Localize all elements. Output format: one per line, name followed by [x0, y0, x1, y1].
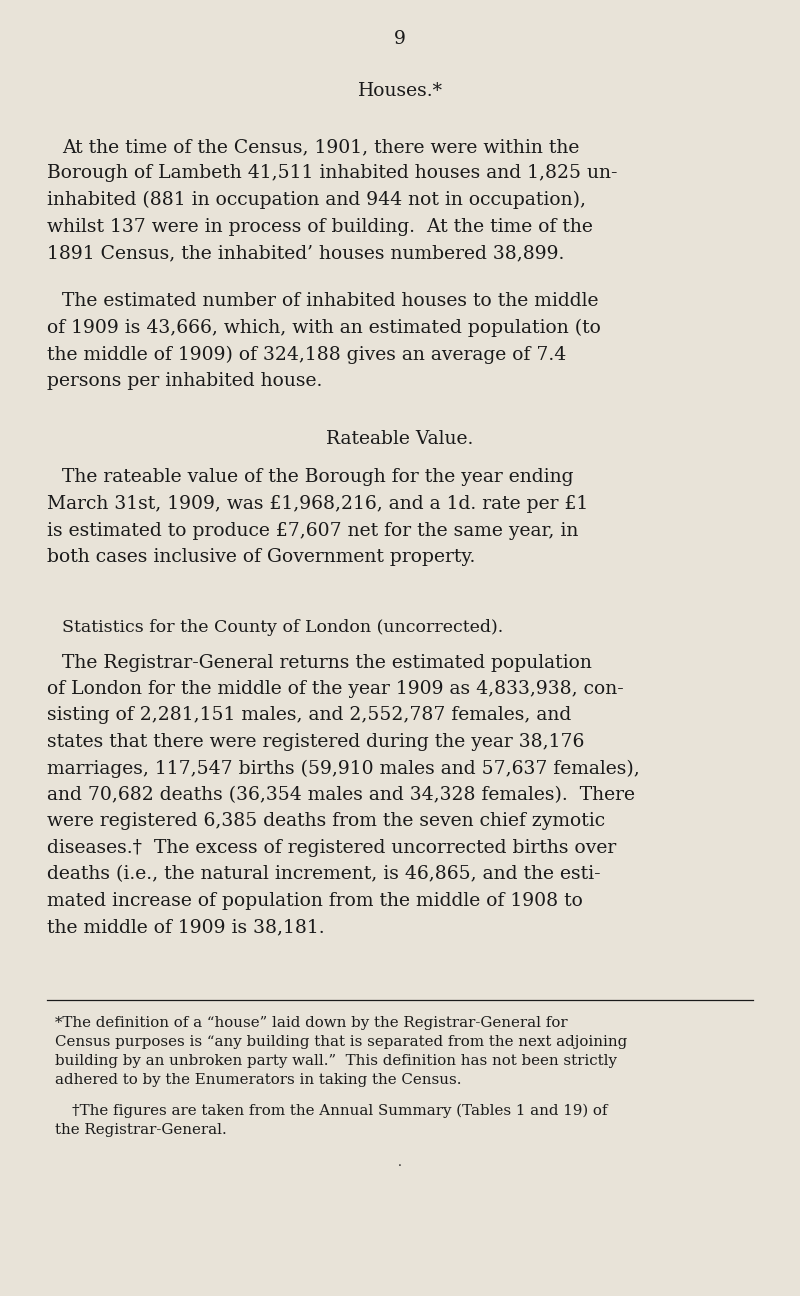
Text: persons per inhabited house.: persons per inhabited house.: [47, 372, 322, 390]
Text: 1891 Census, the inhabited’ houses numbered 38,899.: 1891 Census, the inhabited’ houses numbe…: [47, 244, 564, 262]
Text: diseases.†  The excess of registered uncorrected births over: diseases.† The excess of registered unco…: [47, 839, 616, 857]
Text: mated increase of population from the middle of 1908 to: mated increase of population from the mi…: [47, 892, 583, 910]
Text: Houses.*: Houses.*: [358, 82, 442, 100]
Text: adhered to by the Enumerators in taking the Census.: adhered to by the Enumerators in taking …: [55, 1073, 462, 1087]
Text: At the time of the Census, 1901, there were within the: At the time of the Census, 1901, there w…: [62, 137, 579, 156]
Text: sisting of 2,281,151 males, and 2,552,787 females, and: sisting of 2,281,151 males, and 2,552,78…: [47, 706, 571, 724]
Text: whilst 137 were in process of building.  At the time of the: whilst 137 were in process of building. …: [47, 218, 593, 236]
Text: were registered 6,385 deaths from the seven chief zymotic: were registered 6,385 deaths from the se…: [47, 813, 605, 831]
Text: †The figures are taken from the Annual Summary (Tables 1 and 19) of: †The figures are taken from the Annual S…: [72, 1104, 607, 1118]
Text: The Registrar-General returns the estimated population: The Registrar-General returns the estima…: [62, 653, 592, 671]
Text: of London for the middle of the year 1909 as 4,833,938, con-: of London for the middle of the year 190…: [47, 680, 624, 699]
Text: Borough of Lambeth 41,511 inhabited houses and 1,825 un-: Borough of Lambeth 41,511 inhabited hous…: [47, 165, 618, 183]
Text: Census purposes is “any building that is separated from the next adjoining: Census purposes is “any building that is…: [55, 1036, 627, 1048]
Text: is estimated to produce £7,607 net for the same year, in: is estimated to produce £7,607 net for t…: [47, 521, 578, 539]
Text: both cases inclusive of Government property.: both cases inclusive of Government prope…: [47, 548, 475, 566]
Text: the middle of 1909 is 38,181.: the middle of 1909 is 38,181.: [47, 919, 325, 937]
Text: inhabited (881 in occupation and 944 not in occupation),: inhabited (881 in occupation and 944 not…: [47, 191, 586, 209]
Text: deaths (i.e., the natural increment, is 46,865, and the esti-: deaths (i.e., the natural increment, is …: [47, 866, 601, 884]
Text: the middle of 1909) of 324,188 gives an average of 7.4: the middle of 1909) of 324,188 gives an …: [47, 346, 566, 364]
Text: of 1909 is 43,666, which, with an estimated population (to: of 1909 is 43,666, which, with an estima…: [47, 319, 601, 337]
Text: the Registrar-General.: the Registrar-General.: [55, 1124, 226, 1137]
Text: Rateable Value.: Rateable Value.: [326, 430, 474, 448]
Text: and 70,682 deaths (36,354 males and 34,328 females).  There: and 70,682 deaths (36,354 males and 34,3…: [47, 785, 635, 804]
Text: building by an unbroken party wall.”  This definition has not been strictly: building by an unbroken party wall.” Thi…: [55, 1054, 617, 1068]
Text: states that there were registered during the year 38,176: states that there were registered during…: [47, 734, 584, 750]
Text: March 31st, 1909, was £1,968,216, and a 1d. rate per £1: March 31st, 1909, was £1,968,216, and a …: [47, 495, 588, 513]
Text: Statistics for the County of London (uncorrected).: Statistics for the County of London (unc…: [62, 619, 503, 636]
Text: The estimated number of inhabited houses to the middle: The estimated number of inhabited houses…: [62, 293, 598, 311]
Text: 9: 9: [394, 30, 406, 48]
Text: *The definition of a “house” laid down by the Registrar-General for: *The definition of a “house” laid down b…: [55, 1016, 568, 1030]
Text: The rateable value of the Borough for the year ending: The rateable value of the Borough for th…: [62, 468, 574, 486]
Text: ·: ·: [398, 1160, 402, 1173]
Text: marriages, 117,547 births (59,910 males and 57,637 females),: marriages, 117,547 births (59,910 males …: [47, 759, 640, 778]
